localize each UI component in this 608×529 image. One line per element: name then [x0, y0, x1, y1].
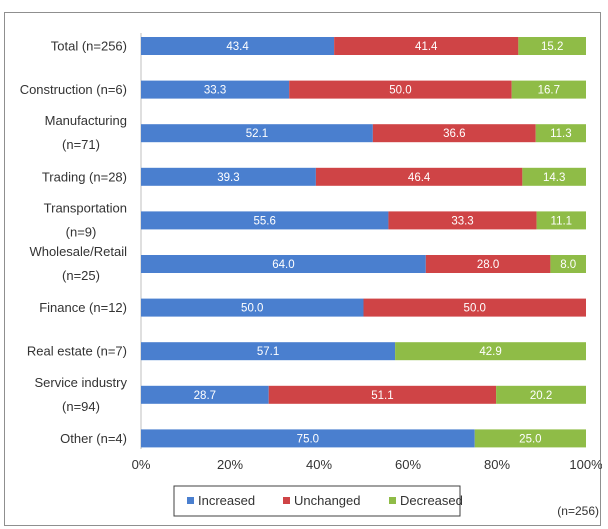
data-label-unchanged-1: 50.0 — [389, 85, 411, 97]
category-label-2-line1: Manufacturing — [45, 113, 127, 128]
sample-size-note: (n=256) — [557, 504, 599, 518]
bar-increased-6 — [141, 298, 364, 317]
bar-decreased-2 — [535, 124, 586, 143]
bar-unchanged-8 — [268, 385, 497, 404]
data-label-increased-2: 52.1 — [246, 128, 268, 140]
bar-increased-8 — [141, 385, 269, 404]
bar-decreased-5 — [550, 255, 586, 273]
bar-increased-1 — [141, 80, 290, 99]
category-label-2-line2: (n=71) — [62, 137, 100, 152]
data-label-decreased-0: 15.2 — [541, 41, 563, 53]
bar-decreased-4 — [536, 211, 586, 230]
legend-label-decreased: Decreased — [400, 493, 463, 508]
data-label-increased-7: 57.1 — [257, 346, 279, 358]
x-tick-label-3: 60% — [395, 457, 421, 472]
bar-decreased-3 — [522, 167, 586, 186]
bar-increased-0 — [141, 37, 335, 55]
bar-decreased-9 — [474, 429, 586, 448]
bar-unchanged-4 — [388, 211, 537, 230]
data-label-unchanged-8: 51.1 — [371, 390, 393, 402]
data-label-increased-5: 64.0 — [272, 259, 294, 271]
category-label-4-line2: (n=9) — [66, 224, 97, 239]
bar-unchanged-0 — [334, 37, 519, 55]
bar-unchanged-2 — [372, 124, 536, 143]
data-label-decreased-8: 20.2 — [530, 390, 552, 402]
category-label-4-line1: Transportation — [44, 200, 127, 215]
x-tick-label-0: 0% — [132, 457, 151, 472]
data-label-increased-3: 39.3 — [217, 172, 239, 184]
data-label-decreased-4: 11.1 — [551, 215, 573, 227]
category-label-6: Finance (n=12) — [39, 300, 127, 315]
bar-increased-7 — [141, 342, 396, 361]
legend-label-unchanged: Unchanged — [294, 493, 361, 508]
data-label-increased-9: 75.0 — [297, 433, 319, 445]
data-label-decreased-2: 11.3 — [550, 128, 572, 140]
data-label-increased-0: 43.4 — [226, 41, 249, 53]
data-label-increased-1: 33.3 — [204, 85, 226, 97]
category-label-5-line2: (n=25) — [62, 268, 100, 283]
bar-unchanged-1 — [289, 80, 512, 99]
category-label-1: Construction (n=6) — [20, 82, 127, 97]
bar-decreased-7 — [395, 342, 586, 361]
legend-swatch-decreased — [389, 497, 396, 504]
bar-unchanged-6 — [363, 298, 586, 317]
data-label-decreased-5: 8.0 — [560, 259, 576, 271]
data-label-decreased-1: 16.7 — [538, 85, 560, 97]
bar-increased-5 — [141, 255, 426, 273]
x-tick-label-5: 100% — [569, 457, 602, 472]
x-tick-label-2: 40% — [306, 457, 332, 472]
data-label-unchanged-0: 41.4 — [415, 41, 438, 53]
legend-swatch-increased — [187, 497, 194, 504]
category-label-8-line2: (n=94) — [62, 399, 100, 414]
data-label-increased-4: 55.6 — [254, 215, 276, 227]
data-label-increased-6: 50.0 — [241, 303, 263, 315]
data-label-decreased-7: 42.9 — [479, 346, 501, 358]
category-label-8-line1: Service industry — [35, 375, 128, 390]
data-label-unchanged-4: 33.3 — [451, 215, 473, 227]
category-label-9: Other (n=4) — [60, 431, 127, 446]
data-label-unchanged-3: 46.4 — [408, 172, 431, 184]
bar-unchanged-5 — [425, 255, 551, 273]
data-label-decreased-3: 14.3 — [543, 172, 565, 184]
data-label-increased-8: 28.7 — [194, 390, 216, 402]
bar-increased-3 — [141, 167, 316, 186]
legend-box — [173, 485, 461, 517]
x-tick-label-1: 20% — [217, 457, 243, 472]
bar-increased-4 — [141, 211, 389, 230]
bar-decreased-1 — [511, 80, 586, 99]
data-label-unchanged-2: 36.6 — [443, 128, 465, 140]
data-label-unchanged-5: 28.0 — [477, 259, 499, 271]
data-label-unchanged-6: 50.0 — [464, 303, 486, 315]
chart-frame: 43.4 41.4 15.2 Total (n=256) 33.3 50.0 16.7 Con… — [4, 12, 602, 526]
bar-decreased-0 — [518, 37, 586, 55]
legend-swatch-unchanged — [283, 497, 290, 504]
bar-decreased-8 — [496, 385, 586, 404]
category-label-7: Real estate (n=7) — [27, 344, 127, 359]
category-label-3: Trading (n=28) — [42, 169, 127, 184]
bar-unchanged-3 — [315, 167, 523, 186]
bar-increased-9 — [141, 429, 475, 448]
stacked-bar-chart: 43.4 41.4 15.2 Total (n=256) 33.3 50.0 16.7 Con… — [20, 33, 602, 518]
data-label-decreased-9: 25.0 — [519, 433, 541, 445]
legend-label-increased: Increased — [198, 493, 255, 508]
category-label-5-line1: Wholesale/Retail — [29, 244, 127, 259]
category-label-0: Total (n=256) — [51, 39, 127, 54]
bar-increased-2 — [141, 124, 373, 143]
x-tick-label-4: 80% — [484, 457, 510, 472]
